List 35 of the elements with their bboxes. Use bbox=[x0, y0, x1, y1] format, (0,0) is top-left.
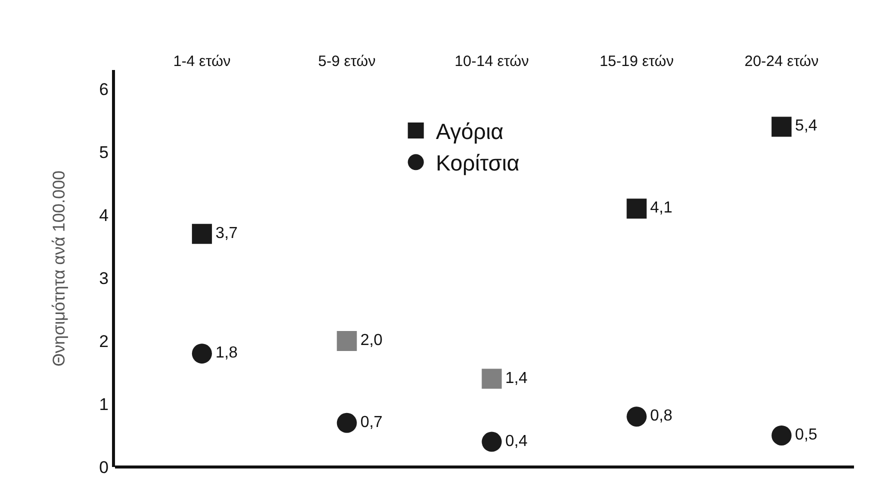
legend-label: Αγόρια bbox=[436, 119, 504, 144]
y-tick-label: 5 bbox=[99, 142, 109, 162]
y-tick-label: 4 bbox=[99, 206, 109, 225]
data-label: 5,4 bbox=[795, 118, 818, 135]
data-label: 1,4 bbox=[505, 370, 528, 387]
point bbox=[192, 224, 212, 244]
point bbox=[772, 425, 792, 446]
x-tick-label: 15-19 ετών bbox=[600, 53, 674, 70]
point bbox=[626, 198, 647, 219]
y-tick-label: 1 bbox=[99, 394, 109, 414]
legend-label: Κορίτσια bbox=[436, 150, 520, 176]
data-label: 3,7 bbox=[215, 224, 238, 242]
y-tick-label: 0 bbox=[99, 458, 109, 477]
data-label: 0,4 bbox=[505, 432, 528, 450]
point bbox=[482, 432, 502, 452]
x-tick-label: 1-4 ετών bbox=[173, 53, 231, 70]
data-label: 0,7 bbox=[360, 414, 383, 431]
x-tick-label: 5-9 ετών bbox=[318, 53, 376, 70]
y-tick-label: 3 bbox=[99, 268, 109, 288]
data-label: 0,5 bbox=[795, 426, 818, 444]
y-tick-label: 6 bbox=[99, 80, 109, 99]
point bbox=[336, 412, 357, 433]
data-label: 1,8 bbox=[215, 344, 238, 362]
point bbox=[772, 116, 792, 137]
point bbox=[626, 406, 647, 427]
point bbox=[336, 330, 357, 351]
data-label: 4,1 bbox=[650, 200, 672, 217]
point bbox=[482, 368, 502, 389]
point bbox=[192, 344, 212, 364]
x-tick-label: 20-24 ετών bbox=[744, 53, 819, 70]
y-tick-label: 2 bbox=[99, 332, 109, 351]
x-tick-label: 10-14 ετών bbox=[454, 53, 529, 70]
data-label: 0,8 bbox=[650, 408, 672, 425]
data-label: 2,0 bbox=[360, 332, 383, 349]
y-axis-title: Θνησιμότητα ανά 100.000 bbox=[50, 170, 69, 366]
